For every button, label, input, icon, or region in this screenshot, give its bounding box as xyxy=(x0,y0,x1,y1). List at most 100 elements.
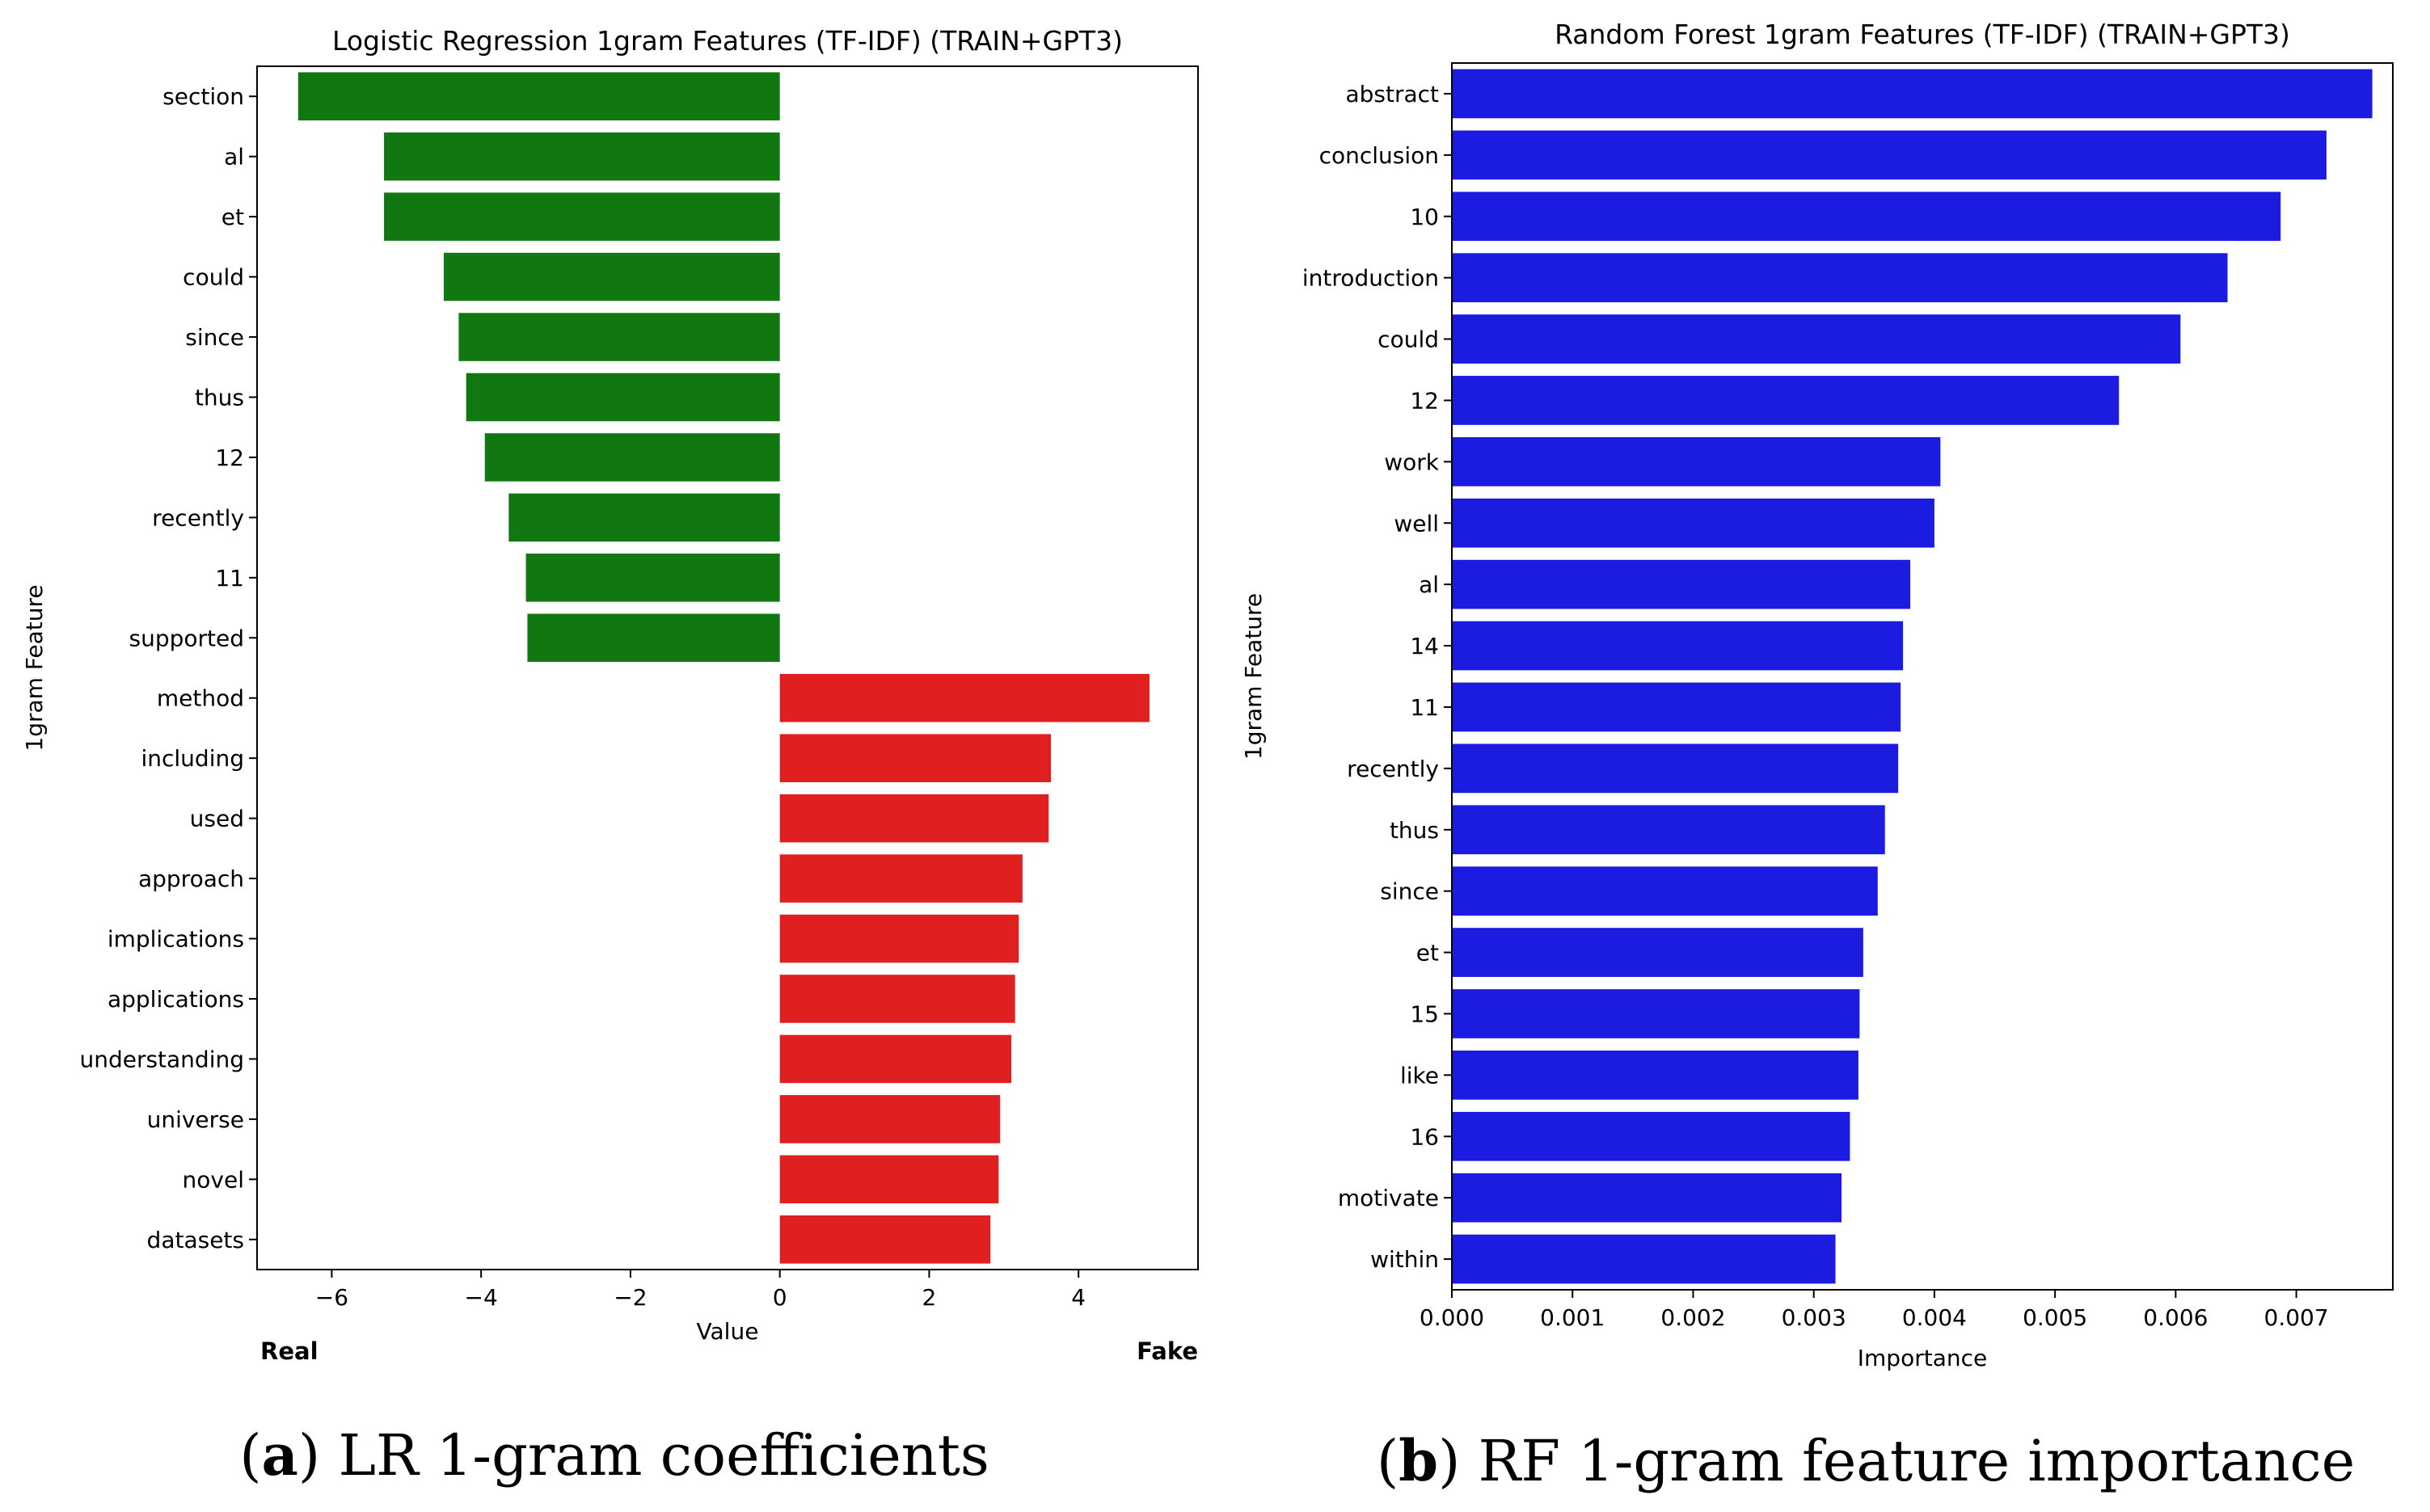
real-annotation: Real xyxy=(260,1337,319,1365)
y-tick-label: novel xyxy=(183,1166,244,1193)
bars xyxy=(1452,69,2373,1284)
x-ticks: −6 −4 −2 0 2 4 xyxy=(315,1270,1086,1311)
y-tick-label: supported xyxy=(129,625,244,651)
y-tick-label: thus xyxy=(195,384,244,411)
x-tick-label: −2 xyxy=(614,1284,647,1311)
bar-motivate xyxy=(1452,1173,1842,1223)
x-tick-label: 4 xyxy=(1071,1284,1086,1311)
bar-since xyxy=(1452,866,1878,916)
bar-could xyxy=(1452,314,2181,364)
bar-could xyxy=(443,252,780,301)
bar-recently xyxy=(1452,743,1899,794)
bar-within xyxy=(1452,1234,1836,1284)
bar-conclusion xyxy=(1452,130,2327,180)
y-tick-label: thus xyxy=(1390,817,1439,844)
bar-used xyxy=(779,794,1049,843)
y-tick-label: since xyxy=(1380,878,1439,905)
x-tick-label: 0.003 xyxy=(1782,1304,1846,1331)
y-tick-label: 11 xyxy=(1410,694,1439,721)
y-ticks: section al et could since thus 12 recently 11 sup… xyxy=(79,83,257,1253)
y-tick-label: 12 xyxy=(215,444,244,471)
y-tick-label: datasets xyxy=(147,1227,244,1253)
y-tick-label: al xyxy=(1419,571,1439,598)
x-tick-label: 0.000 xyxy=(1420,1304,1484,1331)
y-tick-label: 12 xyxy=(1410,387,1439,414)
bar-al xyxy=(384,132,780,181)
bar-thus xyxy=(1452,805,1885,855)
y-tick-label: section xyxy=(162,83,244,110)
y-tick-label: since xyxy=(185,324,244,351)
x-tick-label: −4 xyxy=(465,1284,498,1311)
bar-including xyxy=(779,734,1052,782)
y-axis-label: 1gram Feature xyxy=(1240,593,1267,760)
bar-14 xyxy=(1452,621,1904,671)
y-tick-label: 14 xyxy=(1410,633,1439,659)
y-axis-label: 1gram Feature xyxy=(21,584,48,751)
y-tick-label: introduction xyxy=(1302,265,1439,292)
caption-text: RF 1-gram feature importance xyxy=(1479,1428,2356,1494)
y-tick-label: 15 xyxy=(1410,1000,1439,1027)
y-tick-label: could xyxy=(1377,326,1439,353)
bar-well xyxy=(1452,498,1934,548)
x-tick-label: 0.005 xyxy=(2023,1304,2087,1331)
bar-12 xyxy=(1452,376,2120,425)
bar-novel xyxy=(779,1155,999,1204)
bar-applications xyxy=(779,975,1015,1023)
bar-supported xyxy=(527,613,780,663)
fake-annotation: Fake xyxy=(1137,1337,1198,1365)
bars xyxy=(297,72,1150,1264)
y-tick-label: work xyxy=(1384,449,1440,475)
bar-et xyxy=(384,192,780,241)
figure-caption: (a) LR 1-gram coefficients xyxy=(239,1421,989,1489)
bar-datasets xyxy=(779,1215,991,1264)
bar-15 xyxy=(1452,989,1860,1038)
y-tick-label: recently xyxy=(152,504,244,531)
bar-introduction xyxy=(1452,253,2228,303)
bar-work xyxy=(1452,436,1941,486)
bar-10 xyxy=(1452,192,2281,242)
y-tick-label: 11 xyxy=(215,565,244,592)
x-tick-label: −6 xyxy=(315,1284,348,1311)
y-tick-label: universe xyxy=(147,1106,244,1133)
plot-frame xyxy=(256,65,1199,1270)
bar-abstract xyxy=(1452,69,2373,119)
bar-al xyxy=(1452,559,1911,609)
y-tick-label: approach xyxy=(138,866,244,892)
bar-implications xyxy=(779,914,1019,963)
x-tick-label: 0.004 xyxy=(1902,1304,1967,1331)
caption-text: LR 1-gram coefficients xyxy=(338,1422,989,1489)
chart-title: Random Forest 1gram Features (TF-IDF) (T… xyxy=(1555,19,2290,50)
x-tick-label: 0.002 xyxy=(1660,1304,1725,1331)
y-tick-label: including xyxy=(141,745,244,772)
x-tick-label: 0.001 xyxy=(1540,1304,1605,1331)
bar-16 xyxy=(1452,1111,1850,1161)
y-tick-label: used xyxy=(190,806,244,832)
bar-since xyxy=(458,313,780,361)
y-tick-label: abstract xyxy=(1345,81,1439,107)
x-tick-label: 0 xyxy=(773,1284,787,1311)
bar-understanding xyxy=(779,1034,1012,1084)
y-tick-label: recently xyxy=(1347,756,1439,782)
bar-method xyxy=(779,673,1150,722)
bar-recently xyxy=(508,493,780,542)
bar-like xyxy=(1452,1050,1858,1100)
x-tick-label: 0.007 xyxy=(2264,1304,2329,1331)
bar-section xyxy=(297,72,780,121)
plot-frame xyxy=(1451,62,2394,1291)
y-tick-label: method xyxy=(157,685,244,712)
bar-et xyxy=(1452,928,1863,977)
y-tick-label: conclusion xyxy=(1319,142,1439,169)
bar-universe xyxy=(779,1095,1001,1143)
x-tick-label: 0.006 xyxy=(2143,1304,2208,1331)
bar-11 xyxy=(525,554,780,602)
bar-approach xyxy=(779,854,1023,903)
y-tick-label: understanding xyxy=(79,1046,244,1072)
bar-thus xyxy=(466,373,780,422)
y-tick-label: motivate xyxy=(1338,1185,1439,1211)
caption-letter: b xyxy=(1399,1427,1438,1494)
rf-importance-chart: Random Forest 1gram Features (TF-IDF) (T… xyxy=(1240,19,2394,1494)
y-tick-label: 16 xyxy=(1410,1123,1439,1150)
caption-letter: a xyxy=(262,1421,298,1489)
y-tick-label: like xyxy=(1400,1062,1439,1089)
x-ticks: 0.000 0.001 0.002 0.003 0.004 0.005 0.006 0.007 xyxy=(1420,1290,2329,1331)
